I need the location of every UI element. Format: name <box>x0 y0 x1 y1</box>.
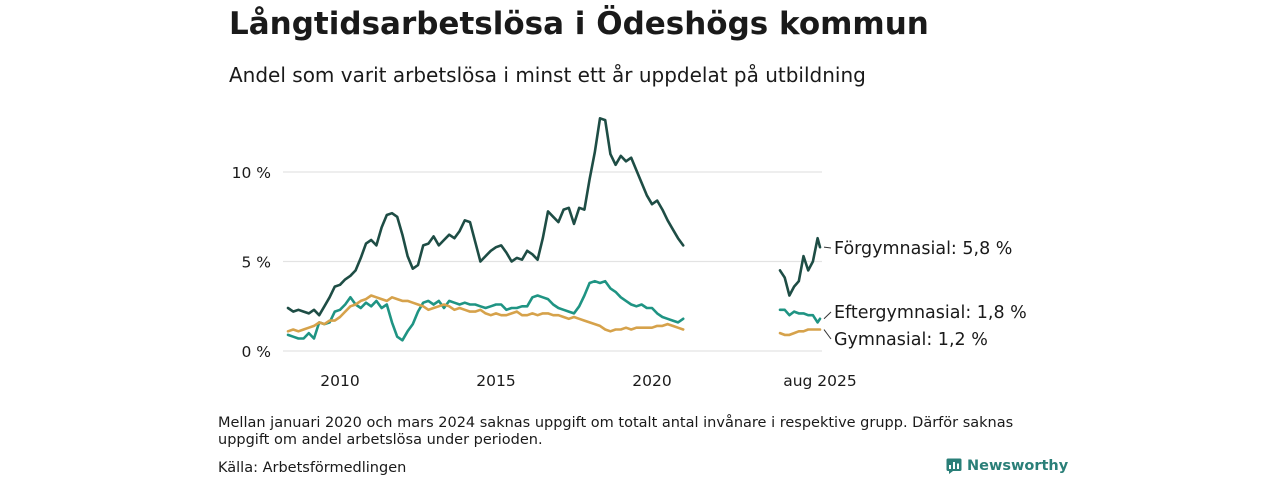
series-end-labels: Förgymnasial: 5,8 % Eftergymnasial: 1,8 %… <box>823 239 1027 350</box>
logo-text: Newsworthy <box>967 458 1069 474</box>
source-text: Källa: Arbetsförmedlingen <box>218 460 407 476</box>
series-line-förgymnasial <box>286 117 685 317</box>
x-tick-labels: 2010 2015 2020 aug 2025 <box>320 372 857 390</box>
label-connector <box>823 311 832 320</box>
series-end-label: Eftergymnasial: 1,8 % <box>834 303 1027 323</box>
series-lines <box>286 117 822 342</box>
label-connector <box>823 329 832 340</box>
brand-logo[interactable]: Newsworthy <box>946 458 1068 474</box>
series-end-label: Förgymnasial: 5,8 % <box>834 239 1012 259</box>
series-end-label: Gymnasial: 1,2 % <box>834 330 988 350</box>
series-line-gymnasial <box>286 294 685 333</box>
y-tick-label: 5 % <box>241 254 271 272</box>
grid-lines <box>283 171 822 352</box>
chart-subtitle: Andel som varit arbetslösa i minst ett å… <box>229 63 866 87</box>
series-line-förgymnasial <box>778 236 822 297</box>
series-line-gymnasial <box>778 328 822 337</box>
x-tick-label: 2020 <box>632 372 671 390</box>
footnote: Mellan januari 2020 och mars 2024 saknas… <box>218 415 1014 448</box>
series-line-eftergymnasial <box>286 279 685 342</box>
x-tick-label: 2015 <box>476 372 515 390</box>
x-tick-label: aug 2025 <box>783 372 857 390</box>
y-tick-label: 0 % <box>241 343 271 361</box>
x-tick-label: 2010 <box>320 372 359 390</box>
line-chart: 0 % 5 % 10 % 2010 2015 2020 aug 2025 Förgymna… <box>232 117 1027 390</box>
y-tick-labels: 0 % 5 % 10 % <box>232 164 271 361</box>
label-connector <box>823 246 832 249</box>
newsworthy-logo-icon <box>946 458 962 474</box>
y-tick-label: 10 % <box>232 164 271 182</box>
series-line-eftergymnasial <box>778 308 822 324</box>
chart-title: Långtidsarbetslösa i Ödeshögs kommun <box>229 6 929 42</box>
